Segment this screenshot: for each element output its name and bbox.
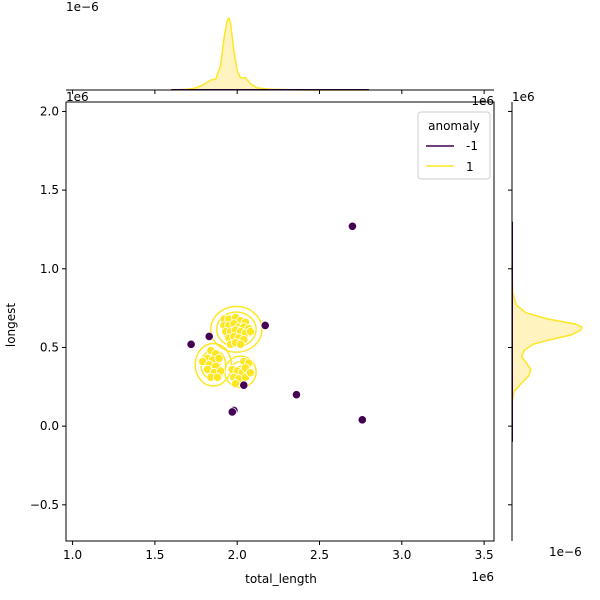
y-tick-label: 0.0 (40, 419, 59, 433)
anomaly-point (357, 415, 367, 425)
kde-contour (194, 342, 233, 387)
kde-contour (210, 305, 263, 353)
legend-title: anomaly (428, 119, 480, 133)
anomaly-point (239, 380, 249, 390)
top-marginal-fill (171, 18, 369, 90)
right-marginal-fill (512, 268, 582, 403)
scatter-points (186, 221, 367, 425)
legend: anomaly -1 1 (417, 111, 491, 180)
normal-point (245, 368, 255, 378)
x-ticks: 1.0 1.5 2.0 2.5 3.0 3.5 (63, 90, 494, 562)
x-axis-label: total_length (245, 572, 317, 586)
x-tick-label: 1.0 (63, 548, 82, 562)
right-marginal-top-text: 1e6 (512, 90, 535, 104)
x-tick-label: 3.0 (392, 548, 411, 562)
y-tick-label: 0.5 (40, 340, 59, 354)
anomaly-point (204, 331, 214, 342)
legend-label-neg1: -1 (466, 139, 478, 153)
top-marginal-line (171, 16, 369, 91)
x-tick-label: 2.0 (228, 548, 247, 562)
top-marginal: 1e−6 (66, 0, 494, 91)
normal-point (230, 379, 241, 389)
x-tick-label: 1.5 (145, 548, 164, 562)
right-marginal: 1e6 1e−6 (511, 90, 583, 559)
x-tick-label: 2.5 (310, 548, 329, 562)
top-marginal-offset-text: 1e−6 (66, 0, 99, 14)
x-offset-text: 1e6 (471, 570, 494, 584)
y-offset-text: 1e6 (66, 90, 89, 104)
normal-point (214, 353, 224, 364)
anomaly-point (227, 407, 237, 417)
anomaly-point (260, 320, 270, 331)
y-ticks: −0.5 0.0 0.5 1.0 1.5 2.0 (30, 104, 512, 512)
y-tick-label: −0.5 (30, 498, 59, 512)
y-tick-label: 1.5 (40, 183, 59, 197)
right-marginal-offset-text: 1e−6 (549, 545, 582, 559)
right-marginal-line (511, 268, 583, 403)
normal-point (245, 327, 255, 337)
normal-point (235, 339, 246, 349)
legend-label-1: 1 (466, 160, 474, 174)
axes-frame (65, 101, 495, 542)
y-offset-text-corner: 1e6 (471, 94, 494, 108)
x-tick-label: 3.5 (475, 548, 494, 562)
y-tick-label: 1.0 (40, 262, 59, 276)
y-tick-label: 2.0 (40, 104, 59, 118)
y-axis-label: longest (4, 303, 18, 348)
joint-axes: 1.0 1.5 2.0 2.5 3.0 3.5 −0.5 0.0 0.5 1.0 1.5 2.0 t… (4, 90, 512, 586)
anomaly-point (291, 390, 302, 400)
anomaly-point (186, 339, 196, 349)
anomaly-point (347, 221, 358, 231)
normal-point (212, 372, 223, 382)
